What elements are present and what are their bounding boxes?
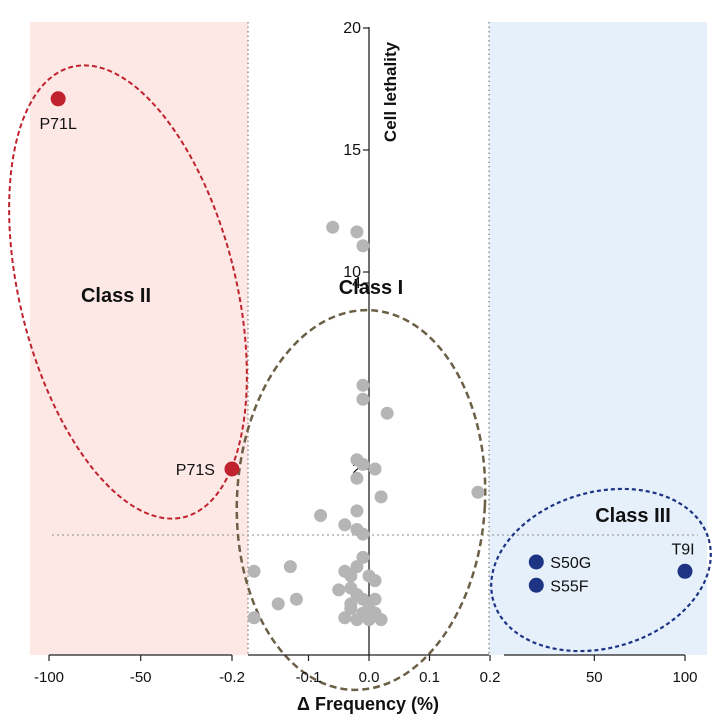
data-point-2-18	[247, 564, 261, 578]
point-labels: P71L P71S T9I S50G S55F	[39, 116, 694, 595]
x-tick-label-mid-0: -0.1	[296, 669, 322, 686]
point-label-p71s: P71S	[176, 462, 215, 479]
data-point-2-5	[380, 406, 394, 420]
class1-label: Class I	[339, 277, 403, 299]
x-tick-label-left-0: -100	[34, 669, 64, 686]
x-tick-label-mid-2: 0.1	[419, 669, 440, 686]
class2-ellipse	[8, 64, 248, 520]
data-point-2-39	[362, 613, 376, 627]
x-tick-label-mid-1: 0.0	[359, 669, 380, 686]
axes: -100 -50 -0.2 -0.1 0.0 0.1 0.2 50 100 10 15 20 2 4	[34, 20, 698, 686]
data-point-2-8	[368, 462, 382, 476]
data-point-2-7	[356, 457, 370, 471]
data-point-2-40	[374, 613, 388, 627]
class1-ellipse	[235, 308, 487, 692]
y-tick-label-lower-0: 2	[352, 461, 361, 478]
class3-ellipse	[490, 487, 712, 653]
y-tick-label-upper-2: 20	[343, 20, 361, 37]
point-label-s55f: S55F	[550, 578, 588, 595]
class3-label: Class III	[595, 505, 671, 527]
data-point-2-41	[344, 597, 358, 611]
data-point-2-14	[338, 518, 352, 532]
data-point-2-1	[350, 225, 364, 239]
x-tick-label-left-2: -0.2	[219, 669, 245, 686]
data-point-2-38	[350, 613, 364, 627]
y-axis-label: Cell lethality	[381, 41, 400, 142]
x-tick-label-right-0: 0.2	[480, 669, 501, 686]
data-point-2-0	[326, 220, 340, 234]
data-point-2-22	[344, 569, 358, 583]
data-point-2-37	[338, 611, 352, 625]
data-point-2-12	[350, 504, 364, 518]
point-label-s50g: S50G	[550, 555, 591, 572]
data-point-2-16	[356, 527, 370, 541]
class2-region-background	[30, 22, 248, 655]
data-point-2-11	[471, 485, 485, 499]
data-point-2-25	[332, 583, 346, 597]
data-point-2-31	[271, 597, 285, 611]
data-point-0-0	[50, 91, 66, 107]
x-tick-label-right-1: 50	[586, 669, 603, 686]
x-tick-label-right-2: 100	[672, 669, 697, 686]
y-tick-label-upper-0: 10	[343, 264, 361, 281]
x-tick-label-left-1: -50	[130, 669, 152, 686]
data-point-2-2	[356, 239, 370, 253]
data-point-2-30	[289, 592, 303, 606]
point-label-t9i: T9I	[671, 541, 694, 558]
data-point-2-10	[374, 490, 388, 504]
data-point-2-17	[283, 560, 297, 574]
data-point-1-2	[528, 577, 544, 593]
data-point-2-4	[356, 392, 370, 406]
data-point-2-19	[356, 550, 370, 564]
y-tick-label-lower-1: 4	[352, 275, 361, 292]
data-point-2-36	[247, 611, 261, 625]
data-points	[50, 91, 693, 627]
class3-region-background	[489, 22, 707, 655]
data-point-2-13	[314, 509, 328, 522]
data-point-2-20	[350, 560, 364, 574]
data-point-2-9	[350, 471, 364, 485]
data-point-1-1	[528, 554, 544, 570]
point-label-p71l: P71L	[39, 116, 76, 133]
data-point-2-24	[368, 574, 382, 588]
data-point-1-0	[677, 563, 693, 579]
data-point-2-3	[356, 378, 370, 392]
data-point-0-1	[224, 461, 240, 477]
x-axis-label: Δ Frequency (%)	[297, 694, 439, 714]
class2-label: Class II	[81, 285, 151, 307]
data-point-2-42	[362, 597, 376, 611]
y-tick-label-upper-1: 15	[343, 142, 361, 159]
